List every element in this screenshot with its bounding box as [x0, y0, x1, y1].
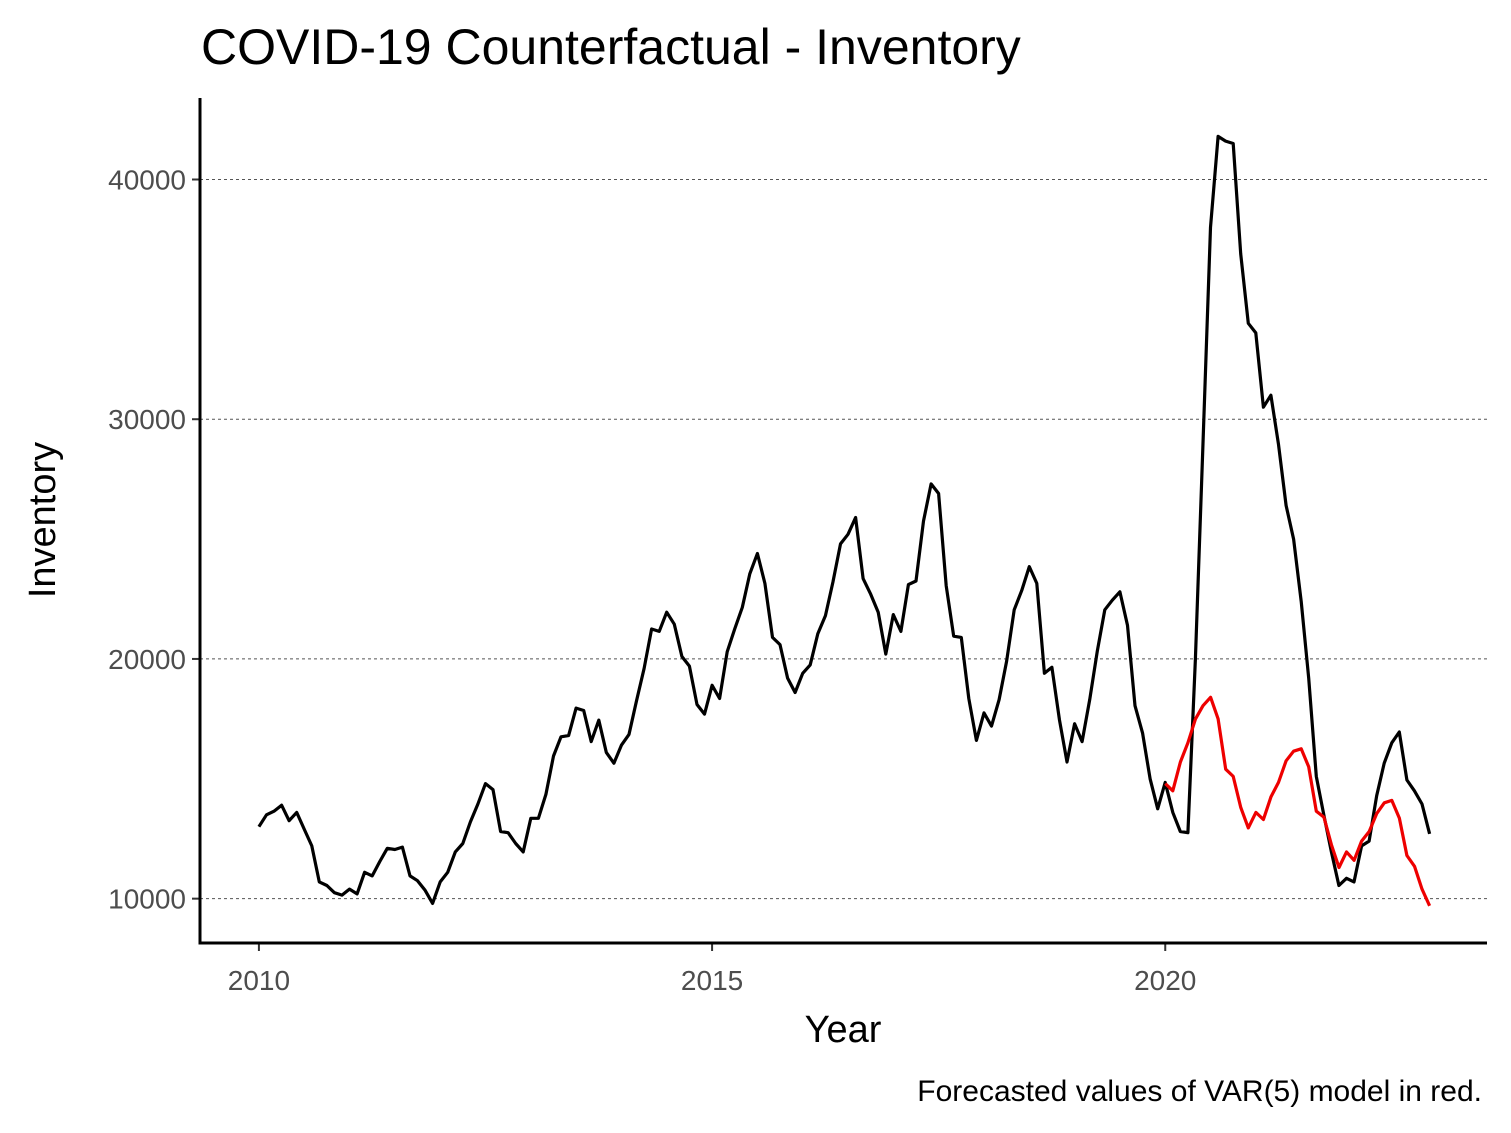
forecast-inventory-line: [1164, 695, 1432, 907]
x-tick-label-0: 2010: [228, 965, 290, 996]
x-axis: 2010 2015 2020: [198, 941, 1487, 996]
chart-caption: Forecasted values of VAR(5) model in red…: [917, 1075, 1482, 1108]
y-tick-label-0: 10000: [108, 884, 186, 915]
x-tick-label-1: 2015: [681, 965, 743, 996]
y-tick-label-3: 40000: [108, 165, 186, 196]
y-tick-label-2: 30000: [108, 404, 186, 435]
x-axis-title: Year: [805, 1009, 882, 1051]
grid-lines: [200, 179, 1487, 900]
y-axis-title: Inventory: [22, 442, 64, 598]
series-lines: [257, 134, 1432, 907]
chart-title: COVID-19 Counterfactual - Inventory: [201, 19, 1021, 75]
x-tick-label-2: 2020: [1134, 965, 1196, 996]
y-axis: 10000 20000 30000 40000: [108, 98, 202, 945]
y-tick-label-1: 20000: [108, 644, 186, 675]
actual-inventory-line: [257, 134, 1432, 906]
